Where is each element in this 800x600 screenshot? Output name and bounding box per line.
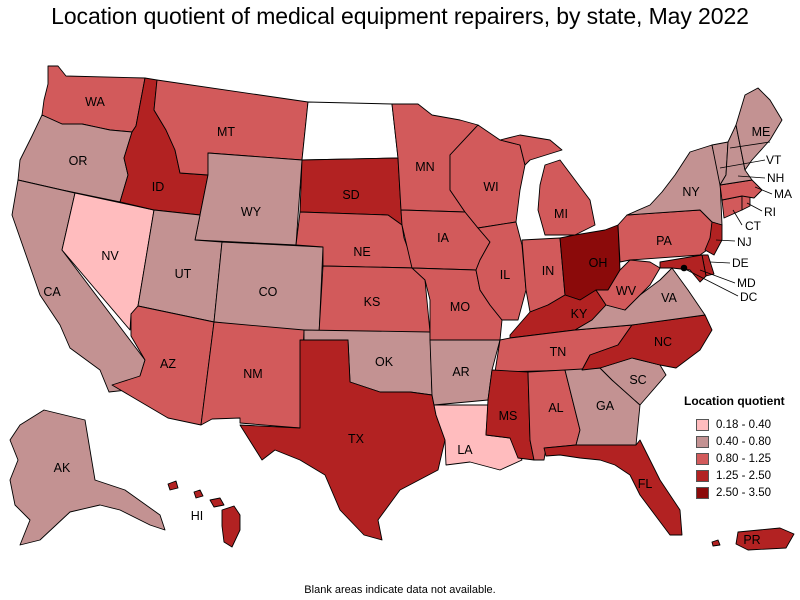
- state-label-ak: AK: [54, 461, 71, 475]
- state-label-fl: FL: [638, 477, 653, 491]
- state-ks[interactable]: [318, 265, 431, 334]
- state-label-nh: NH: [767, 171, 784, 185]
- state-label-in: IN: [542, 264, 555, 278]
- state-label-oh: OH: [589, 256, 608, 270]
- state-wi[interactable]: [449, 124, 526, 229]
- state-fl[interactable]: [543, 439, 683, 536]
- state-label-il: IL: [500, 268, 510, 282]
- state-label-mi: MI: [554, 207, 568, 221]
- legend-swatch: [696, 418, 709, 431]
- state-label-pa: PA: [656, 234, 672, 248]
- state-label-tx: TX: [348, 432, 365, 446]
- state-label-ga: GA: [596, 399, 615, 413]
- legend-label: 2.50 - 3.50: [716, 486, 771, 499]
- legend-label: 0.40 - 0.80: [716, 435, 771, 448]
- legend-item: 1.25 - 2.50: [684, 467, 800, 484]
- legend-label: 0.80 - 1.25: [716, 452, 771, 465]
- legend-swatch: [696, 435, 709, 448]
- state-label-la: LA: [457, 443, 473, 457]
- legend-label: 0.18 - 0.40: [716, 418, 771, 431]
- state-leader-lines: [682, 141, 773, 297]
- state-hi[interactable]: [167, 480, 241, 548]
- state-ak[interactable]: [9, 409, 166, 546]
- state-label-id: ID: [152, 180, 165, 194]
- state-label-nv: NV: [101, 249, 119, 263]
- state-label-ia: IA: [437, 231, 449, 245]
- state-label-ar: AR: [452, 365, 469, 379]
- state-label-md: MD: [737, 276, 756, 290]
- state-wv[interactable]: [595, 259, 661, 311]
- state-label-ny: NY: [682, 185, 700, 199]
- state-label-ca: CA: [43, 285, 61, 299]
- state-label-sc: SC: [629, 373, 646, 387]
- legend-item: 2.50 - 3.50: [684, 484, 800, 501]
- legend-swatch: [696, 469, 709, 482]
- state-label-ct: CT: [745, 219, 762, 233]
- state-label-ms: MS: [499, 409, 518, 423]
- state-label-nm: NM: [243, 367, 262, 381]
- state-label-ok: OK: [375, 355, 394, 369]
- state-mi[interactable]: [499, 134, 596, 236]
- state-wy[interactable]: [194, 152, 303, 246]
- legend-item: 0.40 - 0.80: [684, 433, 800, 450]
- legend: Location quotient 0.18 - 0.40 0.40 - 0.8…: [684, 394, 800, 501]
- state-label-ma: MA: [774, 187, 792, 201]
- state-label-wi: WI: [483, 180, 498, 194]
- state-tx[interactable]: [239, 339, 446, 541]
- state-label-mn: MN: [415, 160, 434, 174]
- legend-swatch: [696, 452, 709, 465]
- state-label-de: DE: [732, 256, 749, 270]
- state-label-ky: KY: [571, 307, 588, 321]
- state-label-nj: NJ: [737, 235, 752, 249]
- state-label-pr: PR: [743, 533, 760, 547]
- state-label-al: AL: [548, 401, 563, 415]
- dc-marker: [680, 264, 688, 272]
- state-label-wv: WV: [616, 284, 637, 298]
- state-label-co: CO: [259, 285, 278, 299]
- state-nd[interactable]: [301, 101, 399, 161]
- state-pr[interactable]: [711, 527, 795, 551]
- state-label-mt: MT: [217, 125, 235, 139]
- state-label-mo: MO: [450, 300, 470, 314]
- state-label-nc: NC: [654, 335, 672, 349]
- state-label-ne: NE: [353, 245, 370, 259]
- state-label-ri: RI: [764, 205, 776, 219]
- state-label-ut: UT: [175, 267, 192, 281]
- state-label-wy: WY: [241, 205, 262, 219]
- legend-label: 1.25 - 2.50: [716, 469, 771, 482]
- map-title: Location quotient of medical equipment r…: [51, 3, 749, 29]
- state-label-tn: TN: [550, 345, 567, 359]
- state-label-vt: VT: [766, 153, 782, 167]
- state-label-ks: KS: [364, 295, 381, 309]
- state-label-dc: DC: [740, 290, 758, 304]
- state-label-me: ME: [752, 125, 771, 139]
- state-label-hi: HI: [191, 509, 204, 523]
- state-nc[interactable]: [581, 314, 713, 371]
- state-label-va: VA: [661, 291, 677, 305]
- legend-item: 0.80 - 1.25: [684, 450, 800, 467]
- state-il[interactable]: [475, 221, 527, 321]
- state-me[interactable]: [735, 87, 783, 171]
- state-label-wa: WA: [85, 95, 105, 109]
- state-nj[interactable]: [704, 221, 723, 256]
- legend-title: Location quotient: [684, 394, 785, 408]
- state-label-or: OR: [69, 154, 88, 168]
- legend-item: 0.18 - 0.40: [684, 416, 800, 433]
- state-label-az: AZ: [160, 357, 176, 371]
- footnote: Blank areas indicate data not available.: [304, 584, 496, 596]
- legend-swatch: [696, 486, 709, 499]
- state-label-sd: SD: [342, 188, 359, 202]
- state-ca[interactable]: [11, 179, 147, 393]
